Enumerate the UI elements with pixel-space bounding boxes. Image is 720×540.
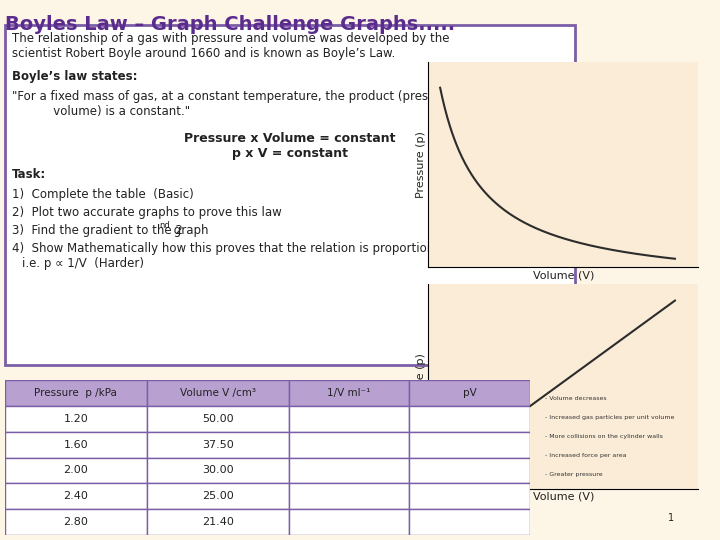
Bar <box>147 380 289 406</box>
Text: - Increased gas particles per unit volume: - Increased gas particles per unit volum… <box>546 415 675 420</box>
Text: 4)  Show Mathematically how this proves that the relation is proportional: 4) Show Mathematically how this proves t… <box>12 242 445 255</box>
Text: 50.00: 50.00 <box>202 414 233 424</box>
Text: Boyle’s law states:: Boyle’s law states: <box>12 70 138 83</box>
Bar <box>289 406 409 431</box>
Text: 1.60: 1.60 <box>63 440 88 450</box>
Bar <box>409 509 530 535</box>
Bar <box>289 431 409 457</box>
Text: 2.80: 2.80 <box>63 517 89 527</box>
Bar <box>409 380 530 406</box>
X-axis label: Volume (V): Volume (V) <box>533 491 594 502</box>
FancyBboxPatch shape <box>5 25 575 365</box>
Bar <box>409 457 530 483</box>
Text: 1.20: 1.20 <box>63 414 89 424</box>
Bar <box>409 406 530 431</box>
Bar <box>147 431 289 457</box>
Bar <box>147 406 289 431</box>
Bar <box>409 431 530 457</box>
Bar <box>5 457 147 483</box>
Text: Pressure  p /kPa: Pressure p /kPa <box>35 388 117 398</box>
Text: Boyles Law – Graph Challenge Graphs.....: Boyles Law – Graph Challenge Graphs..... <box>5 15 455 34</box>
Bar <box>147 457 289 483</box>
Text: 30.00: 30.00 <box>202 465 233 475</box>
Text: pV: pV <box>463 388 477 398</box>
Text: 2.40: 2.40 <box>63 491 89 501</box>
Y-axis label: Pressure (p): Pressure (p) <box>415 131 426 198</box>
Bar <box>289 483 409 509</box>
Bar <box>5 406 147 431</box>
Text: graph: graph <box>170 224 209 237</box>
Bar <box>147 509 289 535</box>
Text: 21.40: 21.40 <box>202 517 233 527</box>
Text: - Greater pressure: - Greater pressure <box>546 471 603 476</box>
Text: 3)  Find the gradient to the 2: 3) Find the gradient to the 2 <box>12 224 183 237</box>
Text: 1: 1 <box>668 514 675 523</box>
X-axis label: Volume (V): Volume (V) <box>533 270 594 280</box>
Text: 1/V ml⁻¹: 1/V ml⁻¹ <box>327 388 371 398</box>
Text: The relationship of a gas with pressure and volume was developed by the
scientis: The relationship of a gas with pressure … <box>12 32 449 60</box>
Text: - Increased force per area: - Increased force per area <box>546 453 627 458</box>
Text: - More collisions on the cylinder walls: - More collisions on the cylinder walls <box>546 434 663 439</box>
Text: nd: nd <box>159 221 170 230</box>
Bar <box>5 509 147 535</box>
Text: - Volume decreases: - Volume decreases <box>546 396 607 401</box>
Text: i.e. p ∝ 1/V  (Harder): i.e. p ∝ 1/V (Harder) <box>22 257 144 270</box>
Y-axis label: Pressure (p): Pressure (p) <box>415 353 426 420</box>
Bar <box>289 509 409 535</box>
Bar <box>289 380 409 406</box>
Text: Task:: Task: <box>12 168 46 181</box>
Text: Pressure x Volume = constant: Pressure x Volume = constant <box>184 132 396 145</box>
Text: p x V = constant: p x V = constant <box>232 147 348 160</box>
Bar <box>409 483 530 509</box>
Bar <box>5 380 147 406</box>
Text: "For a fixed mass of gas, at a constant temperature, the product (pressure x
   : "For a fixed mass of gas, at a constant … <box>12 90 464 118</box>
Bar <box>5 431 147 457</box>
Text: 25.00: 25.00 <box>202 491 233 501</box>
Text: 2)  Plot two accurate graphs to prove this law: 2) Plot two accurate graphs to prove thi… <box>12 206 282 219</box>
Text: 0: 0 <box>414 505 420 515</box>
Bar <box>147 483 289 509</box>
Text: 37.50: 37.50 <box>202 440 233 450</box>
Bar <box>289 457 409 483</box>
Text: 2.00: 2.00 <box>63 465 89 475</box>
Text: Volume V /cm³: Volume V /cm³ <box>179 388 256 398</box>
Bar <box>5 483 147 509</box>
Text: 1)  Complete the table  (Basic): 1) Complete the table (Basic) <box>12 188 194 201</box>
